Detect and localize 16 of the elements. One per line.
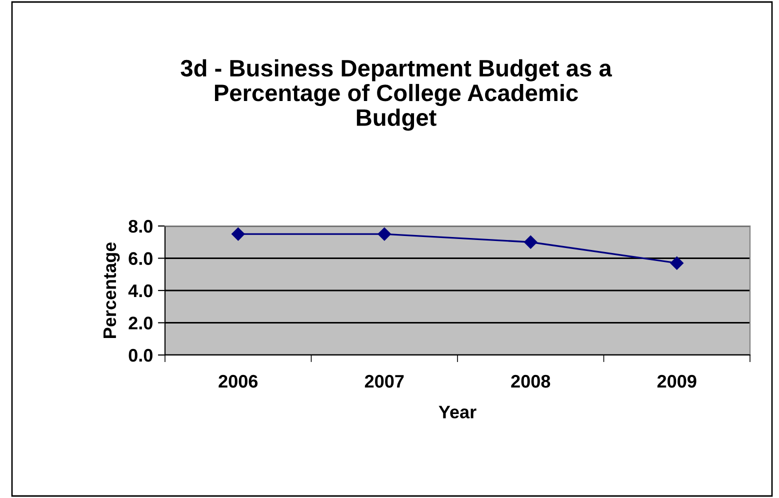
point	[524, 236, 538, 249]
x-tick-label: 2006	[218, 374, 258, 388]
y-tick-label: 6.0	[128, 252, 152, 265]
x-tick-label: 2008	[511, 374, 550, 388]
y-tick-label: 0.0	[128, 348, 152, 362]
y-axis-title: Percentage	[104, 242, 120, 338]
y-tick-label: 4.0	[128, 284, 152, 298]
point	[670, 256, 684, 270]
x-axis-title: Year	[438, 406, 476, 418]
y-tick-label: 8.0	[128, 220, 152, 233]
point	[378, 227, 391, 241]
x-tick-label: 2007	[364, 374, 404, 388]
x-tick-label: 2009	[657, 374, 696, 388]
chart-title: 3d - Business Department Budget as a Percentage of College Academic Budget	[180, 59, 612, 131]
y-tick-label: 2.0	[128, 316, 152, 330]
point	[232, 227, 245, 241]
